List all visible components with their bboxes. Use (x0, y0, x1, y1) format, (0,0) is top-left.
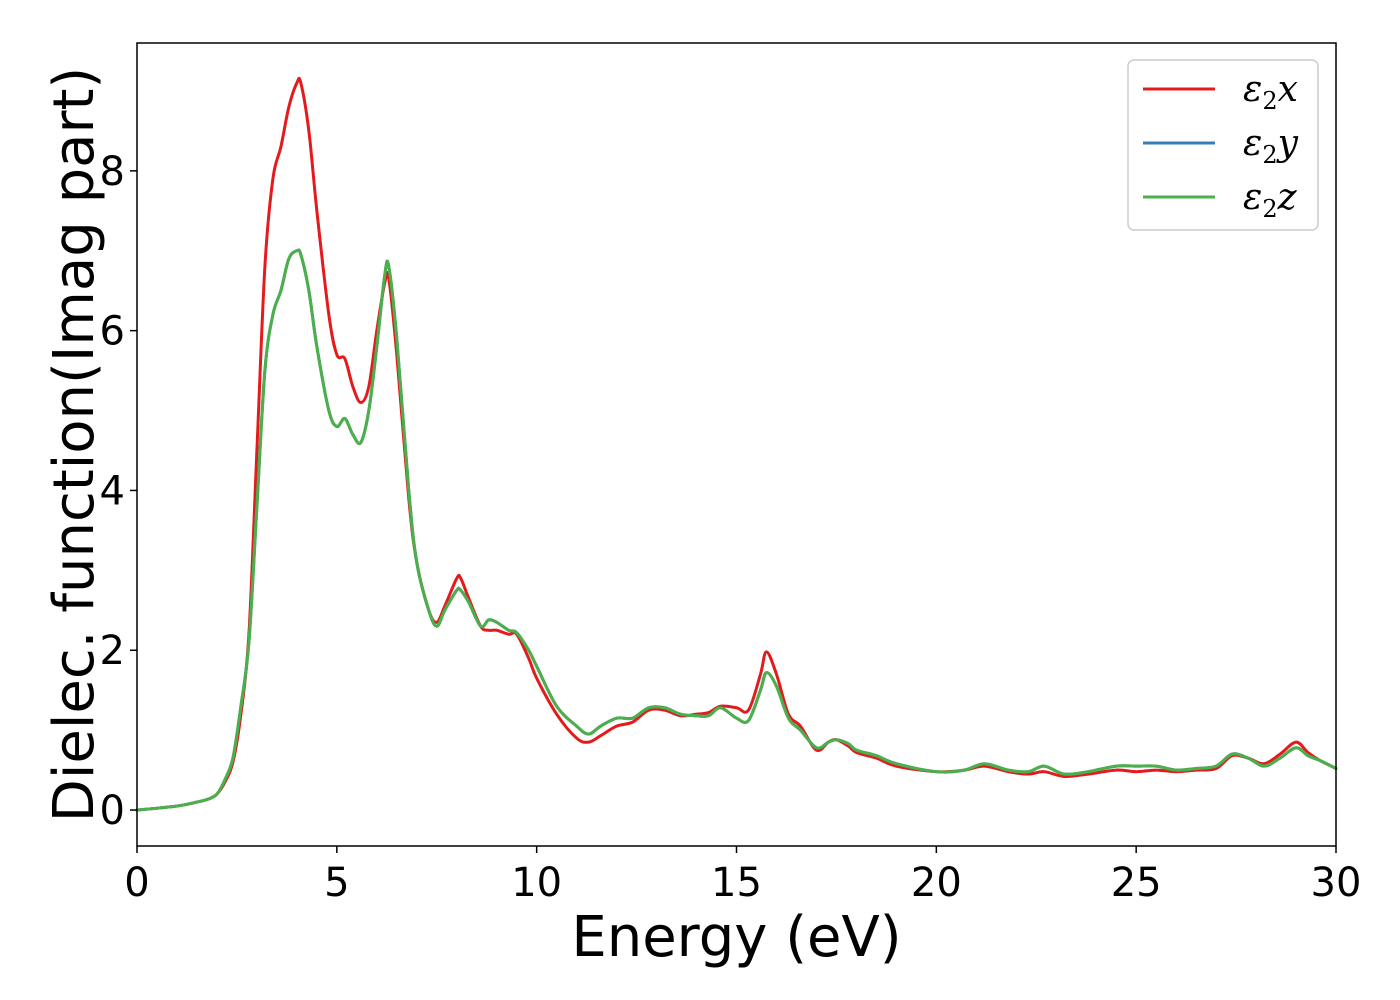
y-tick-label: 4 (100, 468, 125, 514)
series-line-z (135, 248, 1338, 812)
y-tick-label: 2 (100, 628, 125, 674)
x-axis-label: Energy (eV) (571, 905, 901, 970)
x-tick-label: 20 (911, 860, 962, 906)
y-tick-label: 8 (100, 149, 125, 195)
legend-label-x: ε2x (1243, 69, 1298, 115)
series-line-x (135, 76, 1338, 812)
legend-label-z: ε2z (1243, 177, 1298, 223)
y-tick-label: 6 (100, 309, 125, 355)
x-tick-label: 0 (124, 860, 149, 906)
x-axis: 0 5 10 15 20 25 30 (124, 846, 1361, 906)
x-tick-label: 30 (1311, 860, 1362, 906)
series-layer (135, 76, 1338, 812)
legend-label-y: ε2y (1243, 123, 1299, 169)
legend: ε2x ε2y ε2z (1127, 59, 1319, 231)
legend-box (1127, 59, 1319, 231)
x-tick-label: 5 (324, 860, 349, 906)
x-tick-label: 10 (511, 860, 562, 906)
x-tick-label: 25 (1111, 860, 1162, 906)
x-tick-label: 15 (711, 860, 762, 906)
y-tick-label: 0 (100, 788, 125, 834)
y-axis-label: Dielec. function(Imag part) (42, 67, 107, 823)
y-axis: 0 2 4 6 8 (100, 149, 137, 834)
